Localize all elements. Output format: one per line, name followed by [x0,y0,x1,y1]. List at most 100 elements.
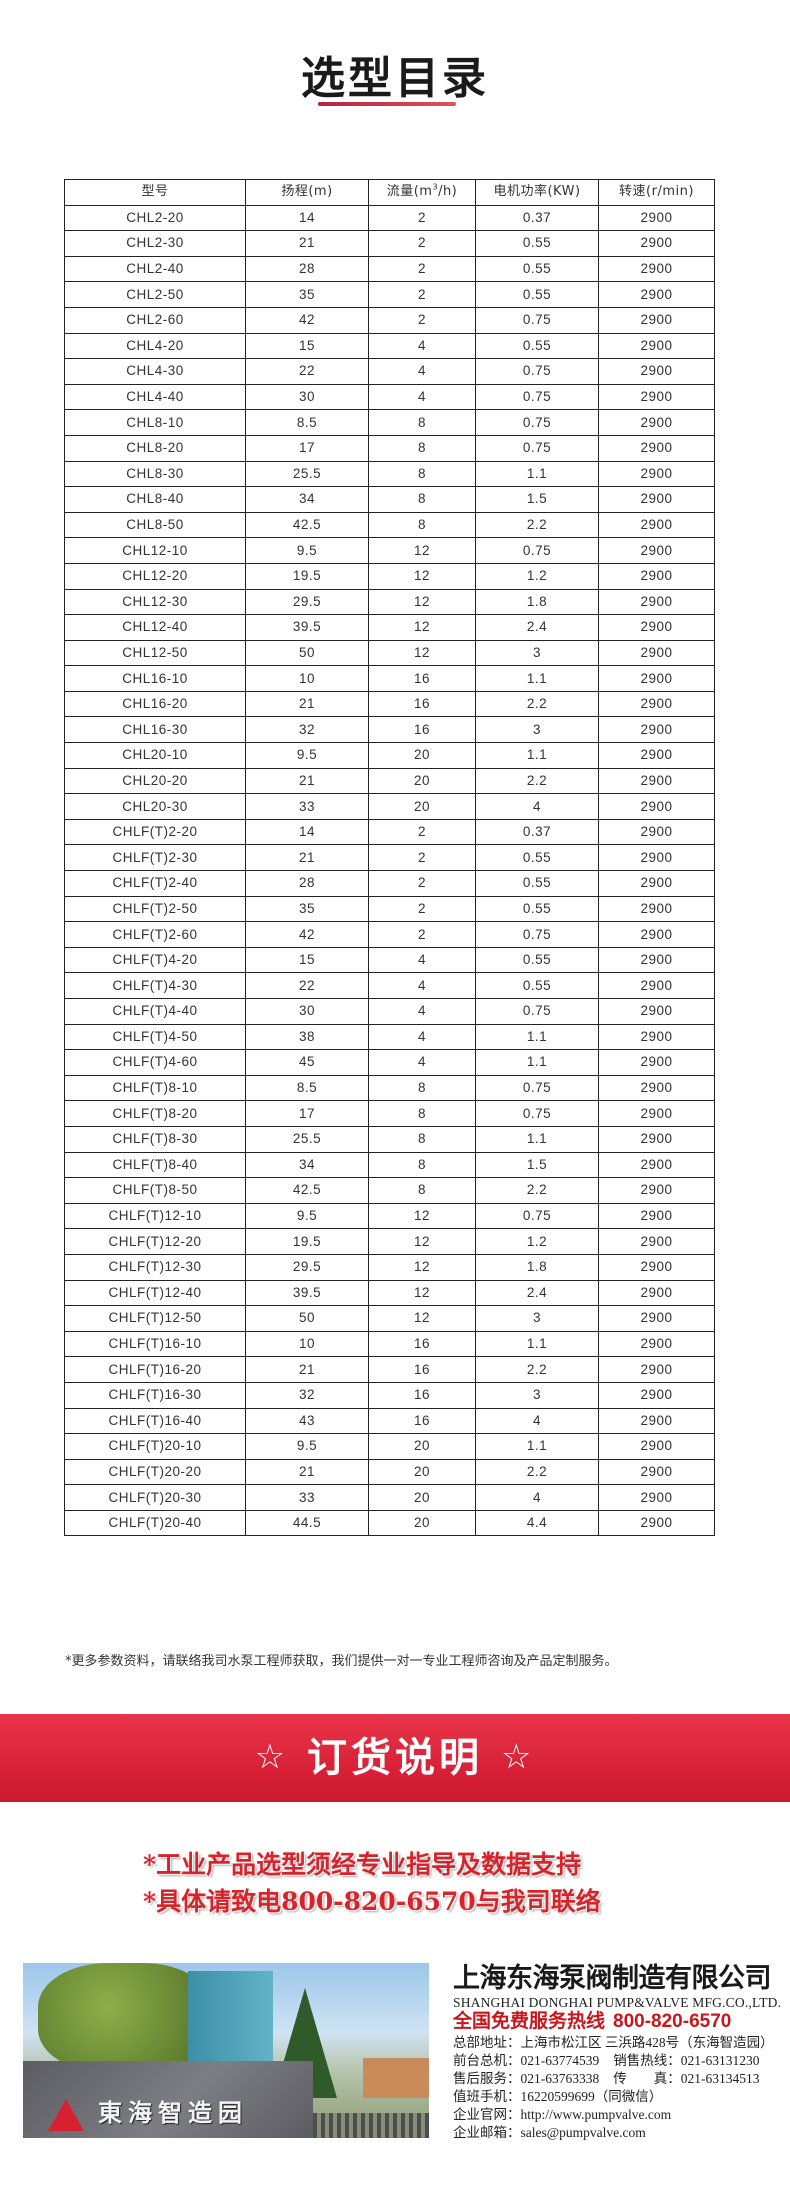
cell-speed: 2900 [598,742,715,769]
cell-model: CHLF(T)8-50 [64,1177,246,1204]
hotline-number: 800-820-6570 [613,2011,732,2032]
cell-head: 42.5 [245,511,369,539]
cell-power: 0.37 [475,818,599,846]
cell-speed: 2900 [598,921,715,948]
email-link[interactable]: sales@pumpvalve.com [520,2125,646,2140]
cell-power: 0.55 [475,281,599,308]
cell-head: 45 [245,1049,369,1076]
cell-head: 21 [245,844,369,872]
cell-head: 15 [245,332,369,360]
cell-model: CHL4-30 [64,358,246,385]
cell-power: 1.2 [475,1228,599,1255]
cell-head: 42 [245,306,369,334]
cell-flow: 20 [368,1458,476,1486]
table-row: CHLF(T)16-10 10 16 1.1 2900 [64,1330,715,1358]
cell-speed: 2900 [598,1381,715,1409]
cell-model: CHL2-50 [64,281,246,308]
cell-power: 1.1 [475,1023,599,1051]
cell-speed: 2900 [598,1279,715,1307]
mobile-label: 值班手机： [453,2089,521,2104]
cell-speed: 2900 [598,358,715,385]
cell-model: CHLF(T)16-20 [64,1356,246,1383]
cell-head: 25.5 [245,1125,369,1153]
cell-speed: 2900 [598,434,715,462]
cell-flow: 8 [368,511,476,539]
cell-power: 1.1 [475,1433,599,1460]
company-name-en: SHANGHAI DONGHAI PUMP&VALVE MFG.CO.,LTD. [453,1995,782,2010]
cell-power: 0.55 [475,332,599,360]
cell-head: 19.5 [245,1228,369,1255]
table-row: CHL8-10 8.5 8 0.75 2900 [64,409,715,436]
website-link[interactable]: http://www.pumpvalve.com [520,2107,672,2122]
cell-model: CHLF(T)12-40 [64,1279,246,1307]
phone-line-1: 前台总机：021-63774539 销售热线：021-63131230 [453,2053,760,2069]
cell-model: CHLF(T)20-10 [64,1433,246,1460]
cell-flow: 4 [368,383,476,411]
table-row: CHLF(T)20-30 33 20 4 2900 [64,1484,715,1511]
col-speed: 转速(r/min) [598,179,715,206]
cell-model: CHLF(T)4-60 [64,1049,246,1076]
cell-flow: 8 [368,460,476,488]
cell-model: CHLF(T)12-10 [64,1202,246,1230]
cell-flow: 20 [368,1433,476,1460]
cell-head: 29.5 [245,588,369,616]
cell-speed: 2900 [598,332,715,360]
cell-power: 4 [475,1484,599,1511]
cell-power: 2.2 [475,690,599,718]
cell-model: CHL12-40 [64,614,246,641]
cell-model: CHL4-40 [64,383,246,411]
cell-power: 2.2 [475,767,599,795]
table-row: CHL8-20 17 8 0.75 2900 [64,434,715,462]
cell-model: CHL12-20 [64,562,246,590]
cell-power: 0.75 [475,1100,599,1127]
cell-model: CHL16-30 [64,716,246,744]
cell-power: 0.37 [475,204,599,232]
cell-model: CHL2-60 [64,306,246,334]
star-icon: ☆ [254,1737,290,1777]
cell-head: 9.5 [245,742,369,769]
cell-power: 0.75 [475,537,599,564]
cell-power: 3 [475,1381,599,1409]
table-row: CHLF(T)12-10 9.5 12 0.75 2900 [64,1202,715,1230]
cell-power: 1.1 [475,1049,599,1076]
table-row: CHL2-20 14 2 0.37 2900 [64,204,715,232]
cell-speed: 2900 [598,1484,715,1511]
table-row: CHLF(T)4-50 38 4 1.1 2900 [64,1023,715,1051]
cell-speed: 2900 [598,614,715,641]
cell-speed: 2900 [598,537,715,564]
cell-speed: 2900 [598,562,715,590]
photo-house [363,2058,429,2098]
cell-flow: 4 [368,358,476,385]
fax-number: 021-63134513 [680,2071,760,2086]
col-head: 扬程(m) [245,179,369,206]
table-row: CHLF(T)2-50 35 2 0.55 2900 [64,895,715,923]
table-row: CHL4-20 15 4 0.55 2900 [64,332,715,360]
cell-speed: 2900 [598,1407,715,1435]
table-row: CHLF(T)4-30 22 4 0.55 2900 [64,972,715,999]
table-row: CHL20-30 33 20 4 2900 [64,793,715,820]
cell-model: CHL8-30 [64,460,246,488]
cell-head: 30 [245,998,369,1025]
cell-head: 21 [245,230,369,257]
cell-speed: 2900 [598,972,715,999]
table-row: CHLF(T)2-60 42 2 0.75 2900 [64,921,715,948]
table-row: CHL12-10 9.5 12 0.75 2900 [64,537,715,564]
photo-gate [313,2113,429,2138]
company-name: 上海东海泵阀制造有限公司 [453,1963,772,1994]
table-row: CHL12-40 39.5 12 2.4 2900 [64,614,715,641]
cell-model: CHLF(T)2-20 [64,818,246,846]
cell-head: 35 [245,281,369,308]
cell-flow: 12 [368,562,476,590]
cell-speed: 2900 [598,281,715,308]
table-row: CHLF(T)12-20 19.5 12 1.2 2900 [64,1228,715,1255]
cell-power: 1.1 [475,460,599,488]
cell-head: 30 [245,383,369,411]
cell-speed: 2900 [598,767,715,795]
cell-speed: 2900 [598,870,715,897]
cell-model: CHLF(T)20-40 [64,1509,246,1537]
cell-power: 3 [475,639,599,667]
cell-model: CHLF(T)8-20 [64,1100,246,1127]
banner-title: 订货说明 [307,1735,483,1781]
cell-head: 21 [245,690,369,718]
cell-head: 21 [245,1458,369,1486]
